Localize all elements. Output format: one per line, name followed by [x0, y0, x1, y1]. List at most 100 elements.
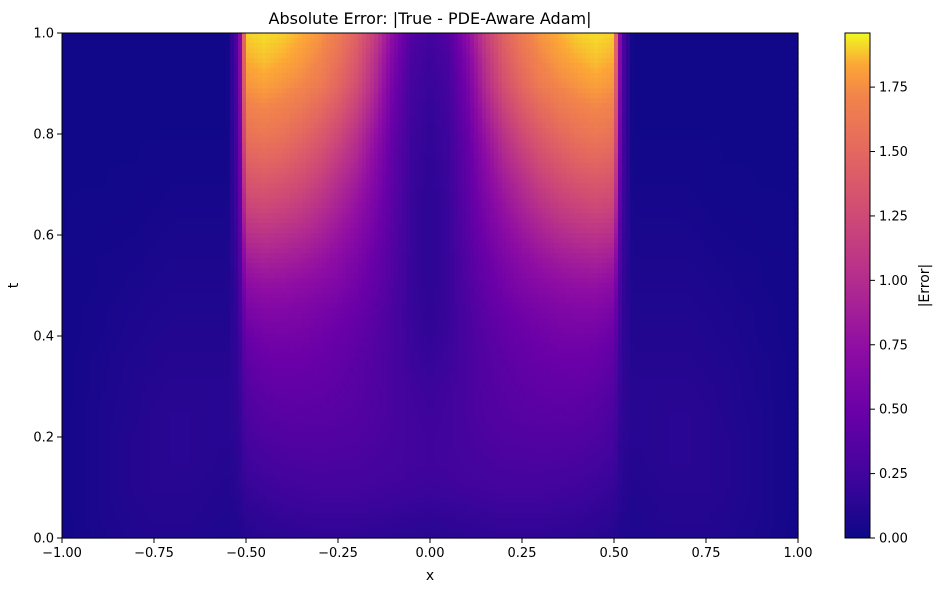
- heatmap-cell: [98, 168, 103, 174]
- heatmap-cell: [766, 88, 771, 94]
- heatmap-cell: [390, 153, 395, 159]
- heatmap-cell: [174, 143, 179, 149]
- heatmap-cell: [578, 143, 583, 149]
- heatmap-cell: [474, 53, 479, 59]
- heatmap-cell: [370, 63, 375, 69]
- heatmap-cell: [374, 73, 379, 79]
- heatmap-cell: [502, 38, 507, 44]
- heatmap-cell: [278, 108, 283, 114]
- heatmap-cell: [122, 103, 127, 109]
- heatmap-cell: [254, 48, 259, 54]
- heatmap-cell: [94, 78, 99, 84]
- heatmap-cell: [78, 133, 83, 139]
- heatmap-cell: [622, 58, 627, 64]
- heatmap-cell: [562, 78, 567, 84]
- heatmap-cell: [710, 128, 715, 134]
- heatmap-cell: [246, 88, 251, 94]
- heatmap-cell: [418, 158, 423, 164]
- heatmap-cell: [470, 163, 475, 169]
- heatmap-cell: [526, 58, 531, 64]
- heatmap-cell: [418, 48, 423, 54]
- heatmap-cell: [174, 148, 179, 154]
- heatmap-cell: [330, 63, 335, 69]
- heatmap-cell: [134, 148, 139, 154]
- heatmap-cell: [106, 138, 111, 144]
- heatmap-cell: [390, 78, 395, 84]
- heatmap-cell: [442, 73, 447, 79]
- heatmap-cell: [514, 148, 519, 154]
- heatmap-cell: [690, 33, 695, 39]
- heatmap-cell: [610, 63, 615, 69]
- heatmap-cell: [486, 83, 491, 89]
- heatmap-cell: [358, 113, 363, 119]
- heatmap-cell: [126, 158, 131, 164]
- heatmap-cell: [170, 58, 175, 64]
- heatmap-cell: [454, 58, 459, 64]
- heatmap-cell: [314, 118, 319, 124]
- heatmap-cell: [318, 58, 323, 64]
- heatmap-cell: [182, 118, 187, 124]
- heatmap-cell: [130, 168, 135, 174]
- heatmap-cell: [274, 153, 279, 159]
- heatmap-cell: [490, 53, 495, 59]
- heatmap-cell: [470, 128, 475, 134]
- heatmap-cell: [418, 123, 423, 129]
- heatmap-cell: [262, 98, 267, 104]
- heatmap-cell: [770, 73, 775, 79]
- heatmap-cell: [130, 108, 135, 114]
- heatmap-cell: [526, 103, 531, 109]
- heatmap-cell: [154, 98, 159, 104]
- heatmap-cell: [450, 148, 455, 154]
- heatmap-cell: [66, 93, 71, 99]
- heatmap-cell: [126, 148, 131, 154]
- heatmap-cell: [238, 128, 243, 134]
- heatmap-cell: [394, 73, 399, 79]
- heatmap-cell: [150, 143, 155, 149]
- heatmap-cell: [726, 38, 731, 44]
- heatmap-cell: [126, 68, 131, 74]
- heatmap-cell: [174, 103, 179, 109]
- heatmap-cell: [222, 118, 227, 124]
- heatmap-cell: [722, 158, 727, 164]
- heatmap-cell: [454, 68, 459, 74]
- heatmap-cell: [286, 88, 291, 94]
- heatmap-cell: [658, 163, 663, 169]
- heatmap-cell: [646, 118, 651, 124]
- heatmap-cell: [434, 53, 439, 59]
- heatmap-cell: [610, 143, 615, 149]
- heatmap-cell: [562, 133, 567, 139]
- heatmap-cell: [642, 158, 647, 164]
- heatmap-cell: [542, 73, 547, 79]
- heatmap-cell: [162, 73, 167, 79]
- heatmap-cell: [518, 58, 523, 64]
- heatmap-cell: [738, 143, 743, 149]
- heatmap-cell: [306, 133, 311, 139]
- heatmap-cell: [378, 78, 383, 84]
- heatmap-cell: [446, 83, 451, 89]
- heatmap-cell: [646, 58, 651, 64]
- heatmap-cell: [322, 163, 327, 169]
- heatmap-cell: [170, 168, 175, 174]
- heatmap-cell: [290, 93, 295, 99]
- heatmap-cell: [218, 58, 223, 64]
- heatmap-cell: [598, 153, 603, 159]
- heatmap-cell: [374, 83, 379, 89]
- heatmap-cell: [270, 88, 275, 94]
- heatmap-cell: [506, 123, 511, 129]
- heatmap-cell: [358, 133, 363, 139]
- heatmap-cell: [458, 148, 463, 154]
- heatmap-cell: [766, 133, 771, 139]
- heatmap-cell: [778, 33, 783, 39]
- heatmap-cell: [554, 163, 559, 169]
- heatmap-cell: [442, 158, 447, 164]
- heatmap-cell: [550, 38, 555, 44]
- heatmap-cell: [342, 143, 347, 149]
- heatmap-cell: [390, 68, 395, 74]
- heatmap-cell: [554, 103, 559, 109]
- heatmap-cell: [506, 33, 511, 39]
- heatmap-cell: [462, 163, 467, 169]
- heatmap-cell: [314, 108, 319, 114]
- heatmap-cell: [394, 48, 399, 54]
- heatmap-cell: [686, 53, 691, 59]
- heatmap-cell: [494, 78, 499, 84]
